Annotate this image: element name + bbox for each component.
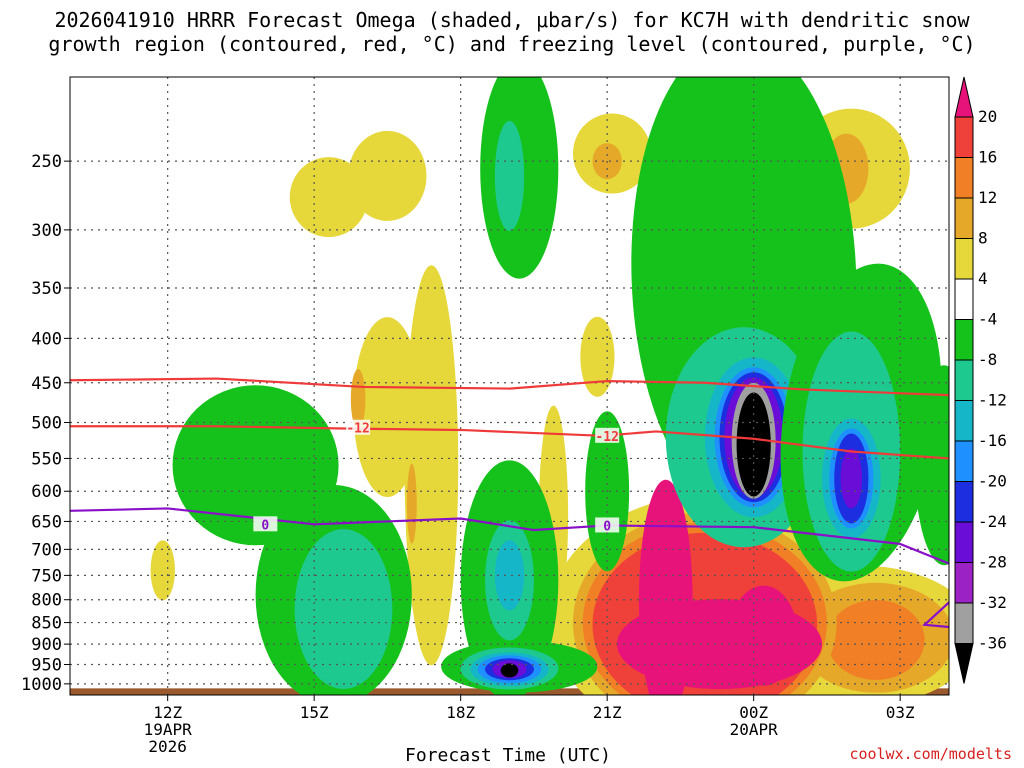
omega-blob [840,448,863,509]
y-tick-label: 600 [31,482,62,502]
contour-label: -12 [595,430,618,445]
omega-blob [914,365,949,566]
omega-blob [406,463,417,544]
colorbar-tick-label: -28 [978,553,1007,572]
contour-label-bg [595,427,620,443]
y-tick-label: 400 [31,329,62,349]
colorbar-segment [954,643,974,684]
contour-label-bg [595,517,620,533]
colorbar-tick-label: -16 [978,431,1007,450]
x-tick-sublabel: 19APR [144,720,193,739]
colorbar-segment [954,400,974,442]
y-tick-label: 750 [31,566,62,586]
omega-blob [404,265,459,666]
x-tick-label: 15Z [300,703,329,722]
colorbar-tick-label: 20 [978,107,997,126]
colorbar-tick-label: -24 [978,512,1007,531]
omega-blob [736,392,771,497]
colorbar-segment [954,562,974,604]
colorbar-tick-label: 16 [978,148,997,167]
omega-blob [353,317,422,498]
colorbar-segment [954,116,974,158]
omega-blob [826,599,925,680]
y-tick-label: 550 [31,449,62,469]
omega-blob [500,663,519,678]
x-tick-label: 21Z [593,703,622,722]
colorbar-segment [954,157,974,199]
colorbar-segment [954,359,974,401]
omega-blob [150,540,175,601]
contour-label: 0 [603,519,611,534]
y-tick-label: 700 [31,540,62,560]
x-axis-label: Forecast Time (UTC) [405,745,611,766]
y-tick-label: 1000 [21,675,62,695]
y-tick-label: 450 [31,374,62,394]
contour-label-bg [253,516,278,532]
colorbar-tick-label: -32 [978,593,1007,612]
omega-blob [580,316,615,397]
contour-label-bg [346,419,371,435]
x-tick-label: 00Z [739,703,768,722]
omega-blob [350,369,366,430]
contour-label: 0 [261,518,269,533]
x-tick-label: 18Z [446,703,475,722]
y-tick-label: 500 [31,413,62,433]
colorbar-segment [954,238,974,280]
omega-blob [494,540,525,611]
omega-blob [294,529,393,690]
y-tick-label: 300 [31,221,62,241]
contour-label: -12 [346,422,369,437]
colorbar-tick-label: -8 [978,350,997,369]
x-tick-label: 03Z [886,703,915,722]
y-tick-label: 250 [31,152,62,172]
y-tick-label: 800 [31,591,62,611]
colorbar-segment [954,197,974,239]
colorbar-tick-label: 4 [978,269,988,288]
contour-line [70,507,949,629]
y-tick-label: 850 [31,614,62,634]
colorbar-segment [954,319,974,361]
chart-title-line1: 2026041910 HRRR Forecast Omega (shaded, … [54,8,970,32]
plot-frame [69,76,950,696]
colorbar-segment [954,76,974,118]
colorbar-segment [954,440,974,482]
y-tick-label: 950 [31,656,62,676]
y-tick-label: 900 [31,635,62,655]
x-tick-sublabel: 20APR [730,720,779,739]
colorbar-tick-label: -12 [978,391,1007,410]
x-tick-sublabel: 2026 [148,737,187,756]
colorbar-segment [954,481,974,523]
colorbar-segment [954,602,974,644]
colorbar-tick-label: -36 [978,634,1007,653]
chart-title-line2: growth region (contoured, red, °C) and f… [48,32,976,56]
colorbar-tick-label: 8 [978,229,988,248]
colorbar-segment [954,278,974,320]
colorbar-segment [954,521,974,563]
x-tick-label: 12Z [153,703,182,722]
omega-blob [729,585,798,686]
credit-link[interactable]: coolwx.com/modelts [849,745,1012,763]
colorbar-tick-label: -20 [978,472,1007,491]
omega-blob [494,120,525,231]
colorbar-tick-label: -4 [978,310,997,329]
y-tick-label: 350 [31,279,62,299]
colorbar-tick-label: 12 [978,188,997,207]
omega-blob [348,130,427,221]
y-tick-label: 650 [31,512,62,532]
omega-blob [289,157,368,238]
contour-line [70,377,949,397]
